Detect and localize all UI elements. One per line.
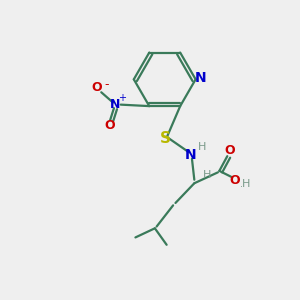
Text: H: H xyxy=(202,170,211,180)
Text: O: O xyxy=(230,174,240,187)
Text: O: O xyxy=(92,81,102,94)
Text: O: O xyxy=(224,144,235,158)
Text: +: + xyxy=(118,93,126,103)
Text: O: O xyxy=(105,119,116,132)
Text: S: S xyxy=(160,131,171,146)
Text: N: N xyxy=(185,148,196,162)
Text: N: N xyxy=(195,71,207,85)
Text: ·: · xyxy=(240,182,243,192)
Text: -: - xyxy=(104,78,109,92)
Text: H: H xyxy=(242,179,250,189)
Text: N: N xyxy=(110,98,121,111)
Text: H: H xyxy=(198,142,206,152)
